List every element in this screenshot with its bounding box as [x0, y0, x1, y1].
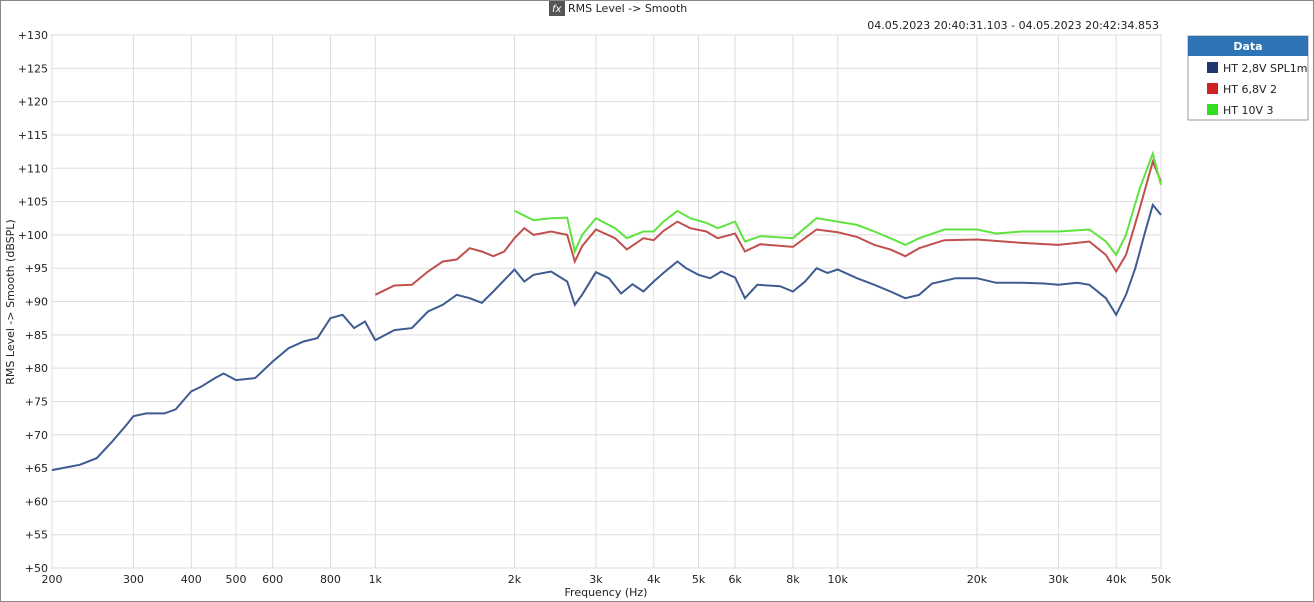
x-tick-label: 30k	[1048, 573, 1069, 586]
x-tick-label: 6k	[728, 573, 742, 586]
legend-title: Data	[1233, 40, 1262, 53]
x-tick-label: 1k	[369, 573, 383, 586]
x-tick-label: 50k	[1151, 573, 1172, 586]
chart-subtitle: 04.05.2023 20:40:31.103 - 04.05.2023 20:…	[867, 19, 1159, 32]
legend-swatch	[1207, 83, 1218, 94]
x-tick-label: 20k	[967, 573, 988, 586]
x-tick-label: 8k	[786, 573, 800, 586]
x-tick-label: 200	[42, 573, 63, 586]
x-tick-label: 400	[181, 573, 202, 586]
y-tick-label: +85	[25, 329, 48, 342]
y-tick-label: +100	[18, 229, 48, 242]
y-tick-label: +65	[25, 462, 48, 475]
chart-title: RMS Level -> Smooth	[568, 2, 687, 15]
x-tick-label: 2k	[508, 573, 522, 586]
y-tick-label: +125	[18, 62, 48, 75]
y-tick-label: +75	[25, 395, 48, 408]
fx-icon	[549, 1, 565, 16]
x-tick-label: 4k	[647, 573, 661, 586]
y-tick-label: +55	[25, 529, 48, 542]
x-tick-label: 10k	[828, 573, 849, 586]
y-tick-label: +130	[18, 29, 48, 42]
series-line	[514, 150, 1162, 257]
y-tick-label: +70	[25, 429, 48, 442]
x-tick-label: 40k	[1106, 573, 1127, 586]
legend-header	[1188, 36, 1308, 56]
y-tick-label: +50	[25, 562, 48, 575]
x-tick-label: 300	[123, 573, 144, 586]
y-tick-label: +95	[25, 262, 48, 275]
x-tick-label: 3k	[589, 573, 603, 586]
x-tick-label: 800	[320, 573, 341, 586]
y-tick-label: +60	[25, 495, 48, 508]
y-tick-label: +105	[18, 196, 48, 209]
x-tick-label: 5k	[692, 573, 706, 586]
y-tick-label: +90	[25, 296, 48, 309]
legend-swatch	[1207, 104, 1218, 115]
y-tick-label: +80	[25, 362, 48, 375]
legend-label: HT 2,8V SPL1m	[1223, 62, 1307, 75]
series-line	[374, 158, 1162, 296]
legend-swatch	[1207, 62, 1218, 73]
x-tick-label: 600	[262, 573, 283, 586]
series-line	[51, 202, 1162, 472]
y-tick-label: +110	[18, 162, 48, 175]
legend-label: HT 6,8V 2	[1223, 83, 1277, 96]
y-tick-label: +115	[18, 129, 48, 142]
fx-icon-text: fx	[552, 4, 562, 15]
y-tick-label: +120	[18, 96, 48, 109]
x-axis-label: Frequency (Hz)	[565, 586, 648, 599]
x-tick-label: 500	[226, 573, 247, 586]
y-axis-label: RMS Level -> Smooth (dBSPL)	[4, 219, 17, 384]
legend-label: HT 10V 3	[1223, 104, 1274, 117]
